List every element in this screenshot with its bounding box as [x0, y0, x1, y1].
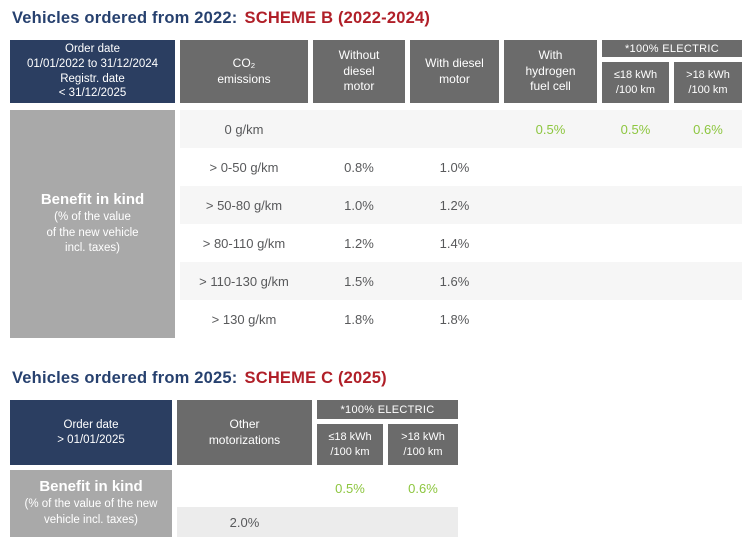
table1-header-row: Order date 01/01/2022 to 31/12/2024 Regi…: [10, 40, 750, 103]
with-diesel-value: 1.6%: [439, 273, 470, 289]
gt18kwh-value: 0.6%: [408, 481, 438, 496]
without-diesel-value: 1.0%: [344, 197, 374, 213]
with-diesel-value: 1.0%: [439, 159, 470, 175]
header-other-motorizations: Other motorizations: [177, 400, 312, 465]
table1-title-scheme: SCHEME B (2022-2024): [244, 9, 431, 27]
header-le18kwh: ≤18 kWh /100 km: [602, 62, 669, 103]
table2-title-scheme: SCHEME C (2025): [244, 369, 387, 387]
co2-range-cell: > 50-80 g/km: [205, 197, 283, 213]
table1-title-prefix: Vehicles ordered from 2022:: [12, 9, 238, 27]
le18kwh-value: 0.5%: [620, 121, 651, 137]
benefit-cell: Benefit in kind (% of the value of the n…: [10, 110, 175, 338]
le18kwh-value: 0.5%: [335, 481, 365, 496]
header-gt18kwh: >18 kWh /100 km: [388, 424, 458, 465]
header-co2-emissions: CO₂ emissions: [180, 40, 308, 103]
without-diesel-value: 0.8%: [344, 159, 374, 175]
header-order-date-2025: Order date > 01/01/2025: [10, 400, 172, 465]
electric-header: *100% ELECTRIC: [317, 400, 458, 419]
with-diesel-value: 1.2%: [439, 197, 470, 213]
without-diesel-value: 1.8%: [344, 311, 374, 327]
table-row: > 0-50 g/km 0.8% 1.0%: [180, 148, 742, 186]
without-diesel-value: 1.5%: [344, 273, 374, 289]
table2-rows: 0.5% 0.6% 2.0%: [177, 470, 458, 537]
header-order-date: Order date 01/01/2022 to 31/12/2024 Regi…: [10, 40, 175, 103]
table1-rows: 0 g/km 0.5% 0.5% 0.6% > 0-50 g/km 0.8% 1…: [180, 110, 742, 338]
table-row: 0.5% 0.6%: [177, 470, 458, 507]
with-diesel-value: 1.8%: [439, 311, 470, 327]
header-le18kwh: ≤18 kWh /100 km: [317, 424, 383, 465]
electric-header-group: *100% ELECTRIC ≤18 kWh /100 km >18 kWh /…: [602, 40, 742, 103]
electric-header: *100% ELECTRIC: [602, 40, 742, 57]
benefit-title: Benefit in kind: [39, 478, 143, 496]
benefit-cell: Benefit in kind (% of the value of the n…: [10, 470, 172, 537]
table-row: 2.0%: [177, 507, 458, 537]
electric-header-group: *100% ELECTRIC ≤18 kWh /100 km >18 kWh /…: [317, 400, 458, 465]
table-row: > 130 g/km 1.8% 1.8%: [180, 300, 742, 338]
co2-range-cell: > 130 g/km: [211, 311, 277, 327]
co2-range-cell: > 0-50 g/km: [209, 159, 279, 175]
table-row: 0 g/km 0.5% 0.5% 0.6%: [180, 110, 742, 148]
table-row: > 50-80 g/km 1.0% 1.2%: [180, 186, 742, 224]
hydrogen-value: 0.5%: [535, 121, 566, 137]
other-motorizations-value: 2.0%: [229, 514, 260, 530]
table2-body: Benefit in kind (% of the value of the n…: [10, 470, 750, 537]
table1-title: Vehicles ordered from 2022: SCHEME B (202…: [12, 8, 750, 28]
table2-header-row: Order date > 01/01/2025 Other motorizati…: [10, 400, 750, 465]
table1-body: Benefit in kind (% of the value of the n…: [10, 110, 750, 338]
without-diesel-value: 1.2%: [344, 235, 374, 251]
co2-range-cell: > 110-130 g/km: [199, 273, 289, 289]
header-with-diesel: With diesel motor: [410, 40, 499, 103]
with-diesel-value: 1.4%: [439, 235, 470, 251]
table-row: > 80-110 g/km 1.2% 1.4%: [180, 224, 742, 262]
header-hydrogen-fuel-cell: With hydrogen fuel cell: [504, 40, 597, 103]
co2-range-cell: 0 g/km: [224, 121, 264, 137]
electric-subheaders: ≤18 kWh /100 km >18 kWh /100 km: [602, 62, 742, 103]
benefit-note: (% of the value of the new vehicle incl.…: [24, 498, 158, 526]
table2-title: Vehicles ordered from 2025: SCHEME C (202…: [12, 368, 750, 388]
benefit-note: (% of the value of the new vehicle incl.…: [46, 211, 139, 255]
header-without-diesel: Without diesel motor: [313, 40, 405, 103]
benefit-title: Benefit in kind: [40, 191, 145, 209]
gt18kwh-value: 0.6%: [693, 121, 723, 137]
table2-title-prefix: Vehicles ordered from 2025:: [12, 369, 238, 387]
header-gt18kwh: >18 kWh /100 km: [674, 62, 742, 103]
co2-range-cell: > 80-110 g/km: [202, 235, 286, 251]
electric-subheaders: ≤18 kWh /100 km >18 kWh /100 km: [317, 424, 458, 465]
table-row: > 110-130 g/km 1.5% 1.6%: [180, 262, 742, 300]
